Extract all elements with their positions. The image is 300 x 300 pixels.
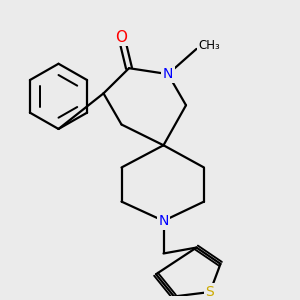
Text: CH₃: CH₃ — [198, 40, 220, 52]
Text: O: O — [116, 30, 128, 45]
Text: N: N — [163, 67, 173, 81]
Text: N: N — [158, 214, 169, 228]
Text: S: S — [206, 285, 214, 299]
